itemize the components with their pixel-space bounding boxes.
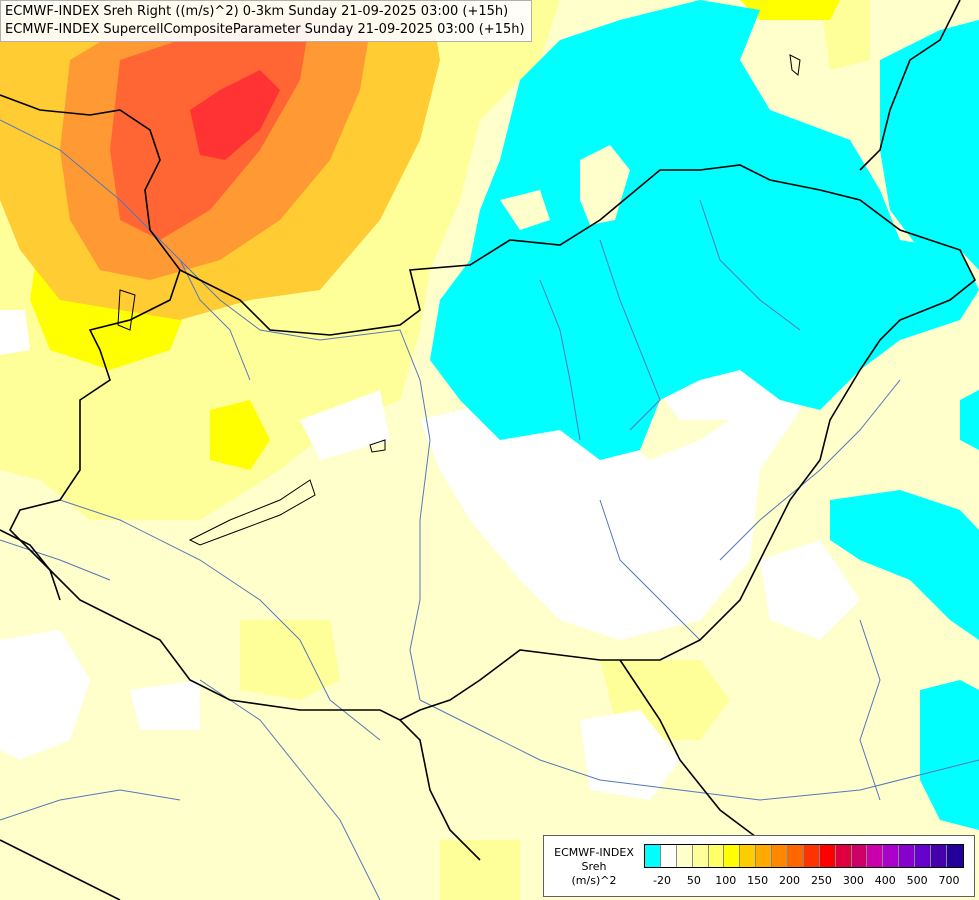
sreh-red-zones [190,70,280,160]
legend-tick-label: 400 [874,874,896,887]
legend-swatch [931,845,947,867]
legend-swatch [788,845,804,867]
legend-tick-label: 150 [747,874,769,887]
legend-swatch [883,845,900,867]
legend-tick-label: -20 [653,874,671,887]
legend-swatch [708,845,725,867]
legend-tick-label: 100 [715,874,737,887]
river-lines [0,119,979,900]
legend-swatch [740,845,757,867]
legend-tick-labels: -20 50 100 150 200 250 300 400 500 700 [644,874,969,890]
legend-swatch [803,845,820,867]
legend-swatch [915,845,932,867]
colorbar-legend: ECMWF-INDEX Sreh (m/s)^2 -20 50 100 150 200 2… [543,835,975,897]
legend-swatch [692,845,709,867]
title-box: ECMWF-INDEX Sreh Right ((m/s)^2) 0-3km S… [0,0,532,42]
legend-tick-label: 500 [906,874,928,887]
legend-swatch [899,845,916,867]
legend-title-line2: Sreh [581,860,607,873]
legend-tick-label: 300 [842,874,864,887]
legend-swatch [867,845,884,867]
legend-swatch [851,845,868,867]
legend-swatch [946,845,963,867]
legend-title-line3: (m/s)^2 [571,874,617,887]
title-line-sreh: ECMWF-INDEX Sreh Right ((m/s)^2) 0-3km S… [5,4,509,19]
sreh-cyan-zones [430,0,979,830]
legend-swatch [645,845,661,867]
legend-swatch [660,845,677,867]
legend-swatch [724,845,741,867]
lake-outlines [117,54,801,546]
legend-tick-label: 200 [779,874,801,887]
legend-swatch [772,845,789,867]
legend-tick-label: 50 [686,874,701,887]
legend-swatch [819,845,836,867]
legend-title: ECMWF-INDEX Sreh (m/s)^2 [548,846,640,888]
legend-title-line1: ECMWF-INDEX [554,846,634,859]
legend-swatch [676,845,693,867]
legend-tick-label: 250 [810,874,832,887]
legend-tick-label: 700 [938,874,960,887]
title-line-supercell: ECMWF-INDEX SupercellCompositeParameter … [5,22,525,37]
legend-swatch [835,845,852,867]
legend-color-bar [644,844,964,868]
legend-swatch [756,845,773,867]
